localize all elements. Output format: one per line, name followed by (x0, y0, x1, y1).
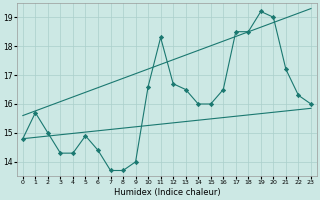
X-axis label: Humidex (Indice chaleur): Humidex (Indice chaleur) (114, 188, 220, 197)
